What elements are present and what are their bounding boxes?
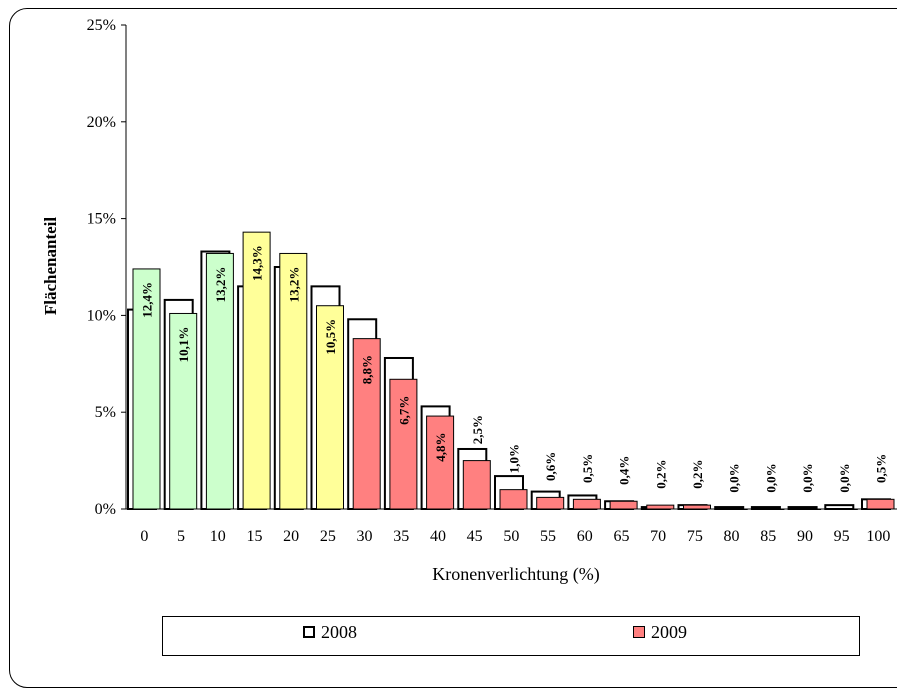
data-label-2009: 0,6% [543,452,558,481]
bar-2009 [866,498,895,510]
data-label-2009: 12,4% [140,282,155,318]
bar-2009 [572,498,601,510]
x-tick-label: 10 [210,528,226,545]
bar-2009 [205,252,234,510]
y-tick-label: 0% [95,501,116,518]
chart-area: 0% 5% 10% 15% 20% 25% 12,4% 10,1% 13,2% 14,3% 13,… [41,17,897,585]
x-tick-label: 40 [430,528,446,545]
data-label-2009: 0,5% [874,454,889,483]
x-tick-label: 90 [797,528,813,545]
data-label-2009: 4,8% [433,432,448,461]
bar-2009 [499,489,528,510]
data-label-2009: 0,0% [727,463,742,492]
data-label-2009: 6,7% [396,396,411,425]
y-tick-label: 15% [87,211,116,228]
data-label-2009: 14,3% [250,245,265,281]
x-tick-label: 95 [834,528,850,545]
x-axis: 0 5 10 15 20 25 30 35 40 45 50 55 60 65 70 75 80 85 90 95 10… [126,508,897,545]
data-label-2009: 0,2% [690,460,705,489]
data-label-2009: 13,2% [213,267,228,303]
x-tick-label: 55 [540,528,556,545]
bar-2009 [316,305,344,510]
y-axis-title: Flächenanteil [41,217,60,315]
data-labels: 12,4% 10,1% 13,2% 14,3% 13,2% 10,5% 8,8% 6,7% 4,… [140,245,889,492]
x-tick-label: 35 [393,528,409,545]
data-label-2009: 0,0% [800,463,815,492]
x-tick-label: 70 [650,528,666,545]
data-label-2009: 0,5% [580,454,595,483]
x-tick-label: 0 [140,528,148,545]
bar-2009 [646,504,675,510]
legend-label-2008: 2008 [321,621,357,642]
bar-2009 [683,504,711,510]
x-tick-label: 25 [320,528,336,545]
y-tick-label: 25% [87,17,116,34]
data-label-2009: 0,0% [763,463,778,492]
legend: 2008 2009 [162,616,860,656]
x-axis-title: Kronenverlichtung (%) [432,564,599,585]
bar-2008 [824,504,855,510]
bar-2009 [609,500,638,510]
x-tick-label: 60 [577,528,593,545]
x-tick-label: 50 [503,528,519,545]
data-label-2009: 2,5% [470,415,485,444]
bar-2009 [536,496,565,510]
data-label-2009: 1,0% [507,444,522,473]
x-tick-label: 65 [613,528,629,545]
data-label-2009: 10,1% [176,327,191,363]
x-tick-label: 15 [246,528,262,545]
x-tick-label: 80 [724,528,740,545]
data-label-2009: 10,5% [323,319,338,355]
x-tick-label: 5 [177,528,185,545]
bar-2009 [279,252,308,510]
x-tick-label: 75 [687,528,703,545]
bar-2009 [242,231,271,510]
y-tick-label: 5% [95,404,116,421]
bar-2009 [426,415,455,510]
bar-2009 [132,268,161,510]
data-label-2009: 8,8% [360,355,375,384]
bar-2009 [352,338,381,510]
data-label-2009: 0,2% [653,460,668,489]
x-tick-label: 30 [357,528,373,545]
x-tick-label: 20 [283,528,299,545]
legend-label-2009: 2009 [651,621,687,642]
x-tick-label: 85 [760,528,776,545]
x-tick-label: 100 [866,528,890,545]
legend-swatch-2008 [303,626,315,638]
data-label-2009: 13,2% [286,267,301,303]
x-tick-label: 45 [467,528,483,545]
legend-item-2008: 2008 [303,622,357,642]
y-tick-label: 10% [87,307,116,324]
y-axis: 0% 5% 10% 15% 20% 25% [87,17,127,518]
y-tick-label: 20% [87,114,116,131]
bar-2009 [462,460,491,510]
legend-item-2009: 2009 [633,622,687,642]
data-label-2009: 0,0% [837,463,852,492]
legend-swatch-2009 [633,626,645,638]
data-label-2009: 0,4% [617,456,632,485]
